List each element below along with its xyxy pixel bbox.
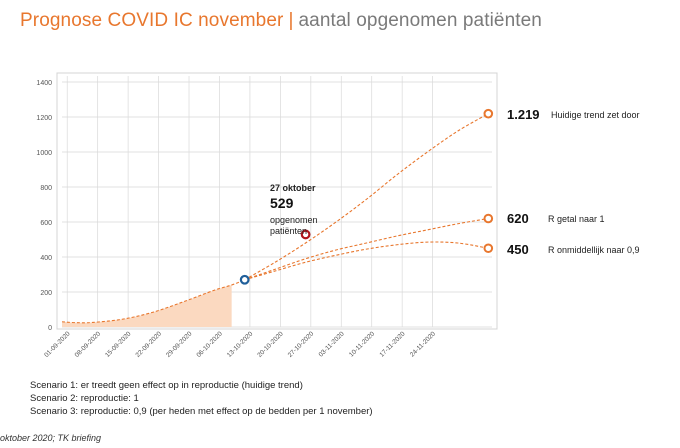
scenario-2-end-marker [483,213,494,224]
history-line [61,279,245,324]
title-separator: | [288,10,294,31]
scenario-1-desc: Huidige trend zet door [551,110,640,120]
scenario-2-desc: R getal naar 1 [548,214,605,224]
scenario-2-value: 620 [507,211,529,226]
history-fill [62,285,232,327]
annotation-text-2: patiënten [270,226,307,236]
x-tick-label: 13-10-2020 [226,330,255,359]
y-tick-label: 1400 [36,80,52,87]
scenario-3-line [244,241,489,281]
scenario-2-text: Scenario 2: reproductie: 1 [30,393,139,404]
y-axis: 0 200 400 600 800 1000 1200 1400 [36,80,52,332]
scenario-3-value: 450 [507,242,529,257]
x-tick-label: 29-09-2020 [165,330,194,359]
plot-frame [56,72,498,330]
y-tick-label: 800 [40,185,52,192]
scenario-3-desc: R onmiddellijk naar 0,9 [548,245,640,255]
markers [239,108,494,285]
x-tick-label: 01-09-2020 [43,330,72,359]
x-tick-label: 06-10-2020 [195,330,224,359]
x-tick-label: 20-10-2020 [256,330,285,359]
scenario-3-end-marker [483,243,494,254]
y-tick-label: 200 [40,290,52,297]
scenario-legend: Scenario 1: er treedt geen effect op in … [30,379,373,418]
title-main: Prognose COVID IC november [20,10,284,31]
annotation-value: 529 [270,195,294,211]
scenario-3-text: Scenario 3: reproductie: 0,9 (per heden … [30,406,373,417]
scenario-2-line [244,217,489,281]
x-axis: 01-09-2020 08-09-2020 15-09-2020 22-09-2020… [43,330,437,359]
scenario-1-value: 1.219 [507,107,540,122]
x-tick-label: 22-09-2020 [135,330,164,359]
actual-point-marker [300,229,311,240]
x-tick-label: 10-11-2020 [348,330,376,358]
x-tick-label: 24-11-2020 [409,330,437,358]
x-tick-label: 15-09-2020 [104,330,133,359]
annotation-text-1: opgenomen [270,215,318,225]
scenario-1-text: Scenario 1: er treedt geen effect op in … [30,380,303,391]
current-point-marker [239,274,250,285]
series-lines [61,113,489,324]
source-note: oktober 2020; TK briefing [0,433,102,443]
scenario-1-end-marker [483,108,494,119]
y-tick-label: 600 [40,220,52,227]
x-tick-label: 17-11-2020 [378,330,406,358]
title-subtitle: aantal opgenomen patiënten [298,10,542,31]
x-tick-label: 03-11-2020 [318,330,346,358]
page-title: Prognose COVID IC november | aantal opgeno… [20,10,542,32]
y-tick-label: 400 [40,255,52,262]
scenario-1-line [244,113,489,281]
y-tick-label: 0 [48,325,52,332]
x-tick-label: 27-10-2020 [287,330,316,359]
x-tick-label: 08-09-2020 [74,330,103,359]
history-area [62,285,232,327]
annotation-date: 27 oktober [270,183,316,193]
y-tick-label: 1000 [36,150,52,157]
y-tick-label: 1200 [36,115,52,122]
